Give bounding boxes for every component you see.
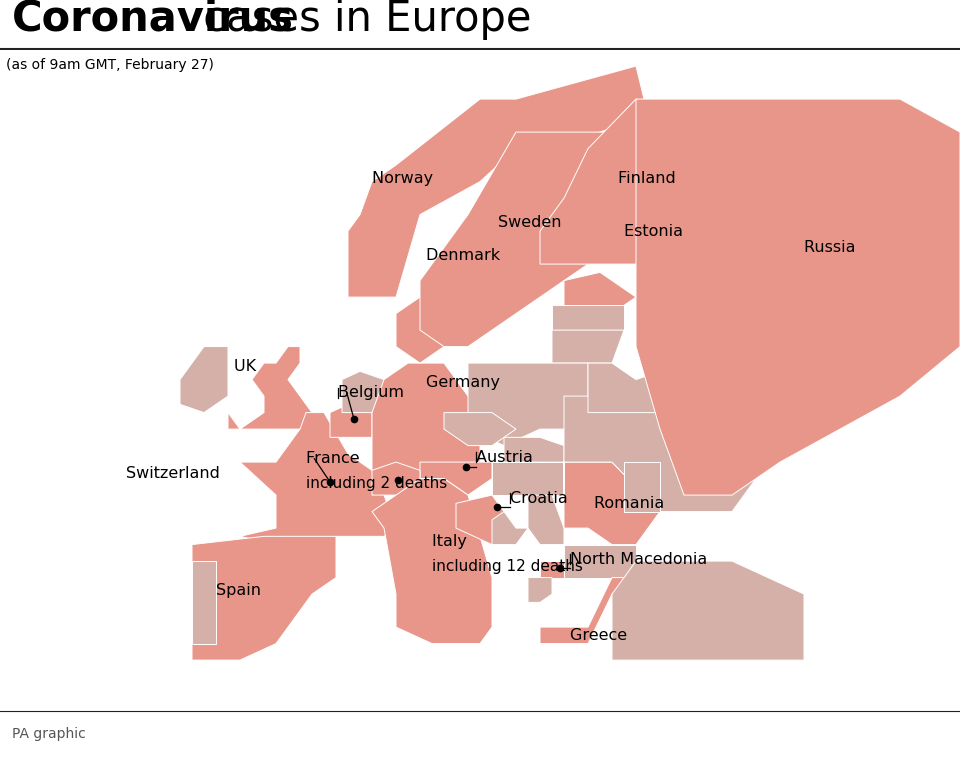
Text: Romania: Romania [594, 496, 669, 511]
Text: Norway: Norway [372, 171, 439, 186]
Polygon shape [492, 512, 528, 545]
Text: Croatia: Croatia [510, 491, 573, 506]
Text: North Macedonia: North Macedonia [570, 552, 712, 567]
Text: Greece: Greece [570, 628, 633, 643]
Polygon shape [636, 99, 960, 495]
Text: Denmark: Denmark [426, 248, 505, 263]
Text: France 17: France 17 [306, 451, 385, 466]
Text: Romania 1: Romania 1 [594, 496, 680, 511]
Polygon shape [540, 99, 660, 264]
Polygon shape [528, 495, 564, 545]
Polygon shape [624, 462, 660, 512]
Text: Switzerland 1: Switzerland 1 [126, 466, 235, 481]
Text: Finland 2: Finland 2 [618, 171, 691, 186]
Text: PA graphic: PA graphic [12, 726, 85, 741]
Polygon shape [612, 561, 804, 660]
Text: Estonia 1: Estonia 1 [624, 224, 698, 239]
Polygon shape [372, 462, 420, 495]
Polygon shape [504, 437, 564, 462]
Text: Italy: Italy [432, 534, 472, 549]
Text: North Macedonia 1: North Macedonia 1 [570, 552, 723, 567]
Text: Russia 5: Russia 5 [804, 240, 871, 255]
Polygon shape [564, 272, 636, 314]
Polygon shape [348, 66, 648, 297]
Text: Germany: Germany [426, 375, 505, 391]
Text: Germany 21: Germany 21 [426, 375, 525, 391]
Text: Switzerland: Switzerland [126, 466, 225, 481]
Polygon shape [192, 561, 216, 644]
Text: UK: UK [234, 359, 261, 374]
Polygon shape [528, 578, 552, 602]
Polygon shape [564, 462, 660, 545]
Polygon shape [564, 545, 636, 578]
Text: Finland: Finland [618, 171, 681, 186]
Polygon shape [420, 462, 492, 495]
Polygon shape [456, 495, 516, 545]
Polygon shape [588, 363, 684, 413]
Polygon shape [468, 363, 588, 446]
Text: Greece 1: Greece 1 [570, 628, 642, 643]
Polygon shape [330, 404, 372, 437]
Text: UK 15: UK 15 [234, 359, 281, 374]
Polygon shape [240, 413, 396, 545]
Text: Sweden: Sweden [498, 215, 566, 230]
Text: (as of 9am GMT, February 27): (as of 9am GMT, February 27) [6, 58, 214, 72]
Polygon shape [192, 536, 336, 660]
Polygon shape [396, 297, 444, 363]
Text: Austria 2: Austria 2 [476, 449, 548, 465]
Polygon shape [552, 330, 624, 363]
Text: Belgium: Belgium [338, 385, 410, 401]
Text: Croatia 3: Croatia 3 [510, 491, 583, 506]
Polygon shape [372, 478, 492, 644]
Text: Estonia: Estonia [624, 224, 688, 239]
Text: Austria: Austria [476, 449, 539, 465]
Text: Denmark 1: Denmark 1 [426, 248, 516, 263]
Polygon shape [564, 396, 756, 512]
Text: Russia: Russia [804, 240, 860, 255]
Polygon shape [420, 132, 660, 346]
Polygon shape [180, 346, 228, 413]
Polygon shape [444, 413, 516, 446]
Polygon shape [342, 372, 384, 413]
Text: Spain: Spain [216, 583, 266, 598]
Text: Sweden 2: Sweden 2 [498, 215, 577, 230]
Polygon shape [540, 561, 564, 578]
Text: Italy 447: Italy 447 [432, 534, 502, 549]
Text: Coronavirus: Coronavirus [12, 0, 294, 40]
Text: cases in Europe: cases in Europe [190, 0, 532, 40]
Text: including 12 deaths: including 12 deaths [432, 559, 583, 574]
Polygon shape [552, 305, 624, 330]
Text: Belgium 1: Belgium 1 [338, 385, 420, 401]
Text: including 2 deaths: including 2 deaths [306, 476, 447, 491]
Polygon shape [228, 346, 312, 429]
Polygon shape [372, 363, 480, 478]
Polygon shape [492, 462, 564, 495]
Text: Norway 1: Norway 1 [372, 171, 448, 186]
Polygon shape [540, 578, 636, 644]
Text: France: France [306, 451, 365, 466]
Text: Spain 12: Spain 12 [216, 583, 286, 598]
